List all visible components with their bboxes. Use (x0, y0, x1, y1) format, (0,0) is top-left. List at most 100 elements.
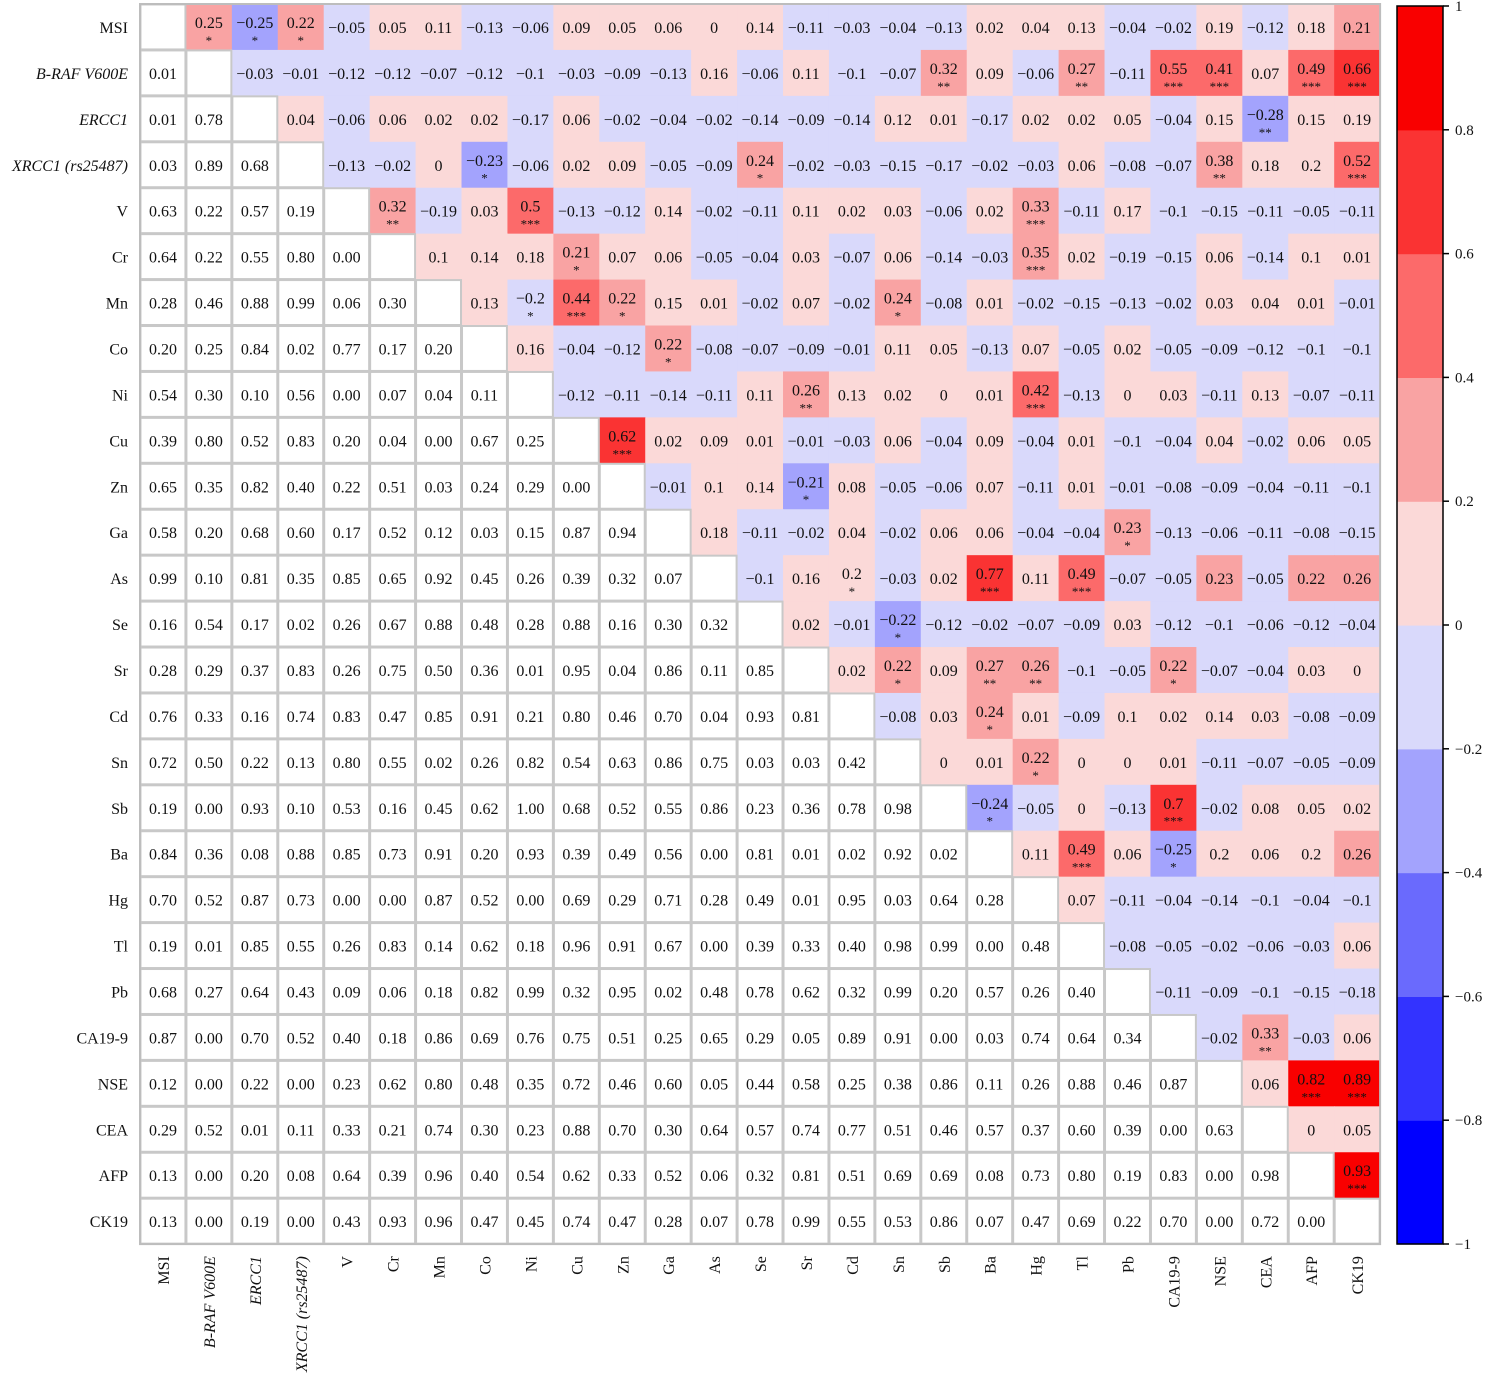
corr-value: 0.09 (608, 158, 636, 175)
corr-cell-15-26 (1334, 692, 1381, 740)
corr-value: 0.07 (1251, 66, 1279, 83)
corr-value: −0.03 (236, 66, 273, 83)
corr-cell-11-24 (1242, 509, 1289, 556)
corr-value: 0.7 (1163, 796, 1183, 813)
corr-cell-1-5 (369, 49, 417, 97)
corr-cell-18-21 (1104, 830, 1152, 878)
corr-value: 0.22 (287, 15, 315, 32)
pvalue-cell-24-13 (736, 1105, 784, 1153)
significance-stars: *** (1164, 814, 1184, 829)
significance-stars: *** (980, 584, 1000, 599)
colorbar-bin (1397, 1120, 1443, 1245)
corr-value: 0.02 (1022, 112, 1050, 129)
pvalue-cell-10-7 (461, 462, 508, 510)
corr-value: −0.03 (1293, 1030, 1330, 1047)
pvalue-text: 0.69 (884, 1168, 912, 1185)
pvalue-text: 0.70 (241, 1030, 269, 1047)
corr-cell-1-3 (277, 49, 325, 97)
pvalue-cell-21-13 (736, 968, 784, 1015)
pvalue-cell-13-7 (461, 600, 508, 648)
corr-value: −0.14 (1247, 250, 1284, 267)
corr-value: −0.05 (1155, 341, 1192, 358)
pvalue-cell-26-25 (1287, 1197, 1335, 1245)
corr-value: −0.02 (696, 204, 733, 221)
corr-cell-11-16 (874, 509, 922, 556)
pvalue-cell-21-15 (828, 968, 876, 1015)
corr-cell-5-25 (1288, 233, 1335, 281)
corr-value: −0.24 (971, 796, 1008, 813)
pvalue-cell-19-5 (369, 876, 417, 924)
pvalue-cell-19-15 (828, 876, 876, 924)
pvalue-text: 0.20 (930, 984, 958, 1001)
pvalue-text: 0.01 (516, 663, 544, 680)
corr-value: 0.06 (884, 433, 912, 450)
pvalue-cell-20-10 (598, 922, 646, 970)
corr-value: 0.16 (516, 341, 544, 358)
corr-value: −0.13 (971, 341, 1008, 358)
corr-cell-22-26 (1334, 1014, 1381, 1061)
corr-value: 0.02 (976, 204, 1004, 221)
corr-value: −0.01 (833, 617, 870, 634)
pvalue-text: 0.00 (1205, 1168, 1233, 1185)
column-labels: MSI B-RAF V600E ERCC1 XRCC1 (rs25487) V Cr Mn C… (156, 1255, 1367, 1373)
pvalue-text: 0.85 (241, 939, 269, 956)
corr-value: 0.38 (1205, 153, 1233, 170)
corr-cell-12-24 (1242, 555, 1289, 602)
pvalue-text: 0.51 (379, 479, 407, 496)
pvalue-text: 0.26 (516, 571, 544, 588)
pvalue-text: 0.47 (1022, 1214, 1050, 1231)
pvalue-text: 0.37 (1022, 1122, 1050, 1139)
pvalue-text: 0.29 (516, 479, 544, 496)
row-label: Sn (111, 755, 128, 772)
pvalue-text: 0.68 (562, 801, 590, 818)
row-label: Zn (110, 479, 128, 496)
pvalue-cell-6-1 (185, 279, 233, 327)
pvalue-cell-16-13 (736, 738, 784, 786)
corr-value: 0.26 (1343, 571, 1371, 588)
pvalue-text: 0.29 (608, 893, 636, 910)
corr-value: 0.93 (1343, 1163, 1371, 1180)
corr-value: 0.06 (1343, 1030, 1371, 1047)
pvalue-text: 0.03 (746, 755, 774, 772)
corr-cell-7-15 (828, 325, 876, 373)
pvalue-text: 0.98 (1251, 1168, 1279, 1185)
corr-value: −0.06 (742, 66, 779, 83)
corr-value: −0.11 (788, 20, 824, 37)
pvalue-text: 0.02 (930, 847, 958, 864)
corr-cell-10-25 (1288, 463, 1335, 510)
diagonal-cell (828, 692, 876, 740)
corr-value: −0.13 (650, 66, 687, 83)
corr-cell-7-8 (507, 325, 554, 373)
significance-stars: ** (1029, 676, 1042, 691)
significance-stars: *** (1301, 1089, 1321, 1104)
corr-cell-15-17 (920, 692, 968, 740)
pvalue-text: 0.26 (333, 617, 361, 634)
corr-cell-4-10 (599, 187, 646, 235)
pvalue-cell-26-10 (598, 1197, 646, 1245)
column-label: Co (477, 1256, 494, 1275)
corr-value: −0.09 (787, 341, 824, 358)
pvalue-cell-22-9 (552, 1013, 600, 1061)
corr-value: −0.02 (696, 112, 733, 129)
column-label: Sn (891, 1256, 908, 1273)
corr-cell-11-23 (1196, 509, 1243, 556)
pvalue-text: 0.18 (516, 939, 544, 956)
corr-value: 0.55 (1159, 61, 1187, 78)
corr-cell-2-22 (1150, 95, 1197, 143)
pvalue-cell-4-3 (277, 187, 325, 235)
corr-cell-14-21 (1104, 647, 1152, 694)
corr-cell-1-13 (737, 49, 784, 97)
pvalue-text: 0.43 (287, 984, 315, 1001)
corr-cell-10-18 (966, 463, 1014, 510)
corr-cell-8-24 (1242, 371, 1289, 418)
pvalue-text: 0.80 (333, 755, 361, 772)
corr-value: 0.15 (1297, 112, 1325, 129)
significance-stars: * (849, 584, 856, 599)
diagonal-cell (277, 141, 325, 189)
pvalue-text: 0.68 (149, 984, 177, 1001)
pvalue-text: 0.45 (425, 801, 453, 818)
pvalue-text: 0.69 (930, 1168, 958, 1185)
colorbar-bin (1397, 6, 1443, 131)
corr-value: −0.03 (833, 433, 870, 450)
corr-value: 0.02 (838, 204, 866, 221)
